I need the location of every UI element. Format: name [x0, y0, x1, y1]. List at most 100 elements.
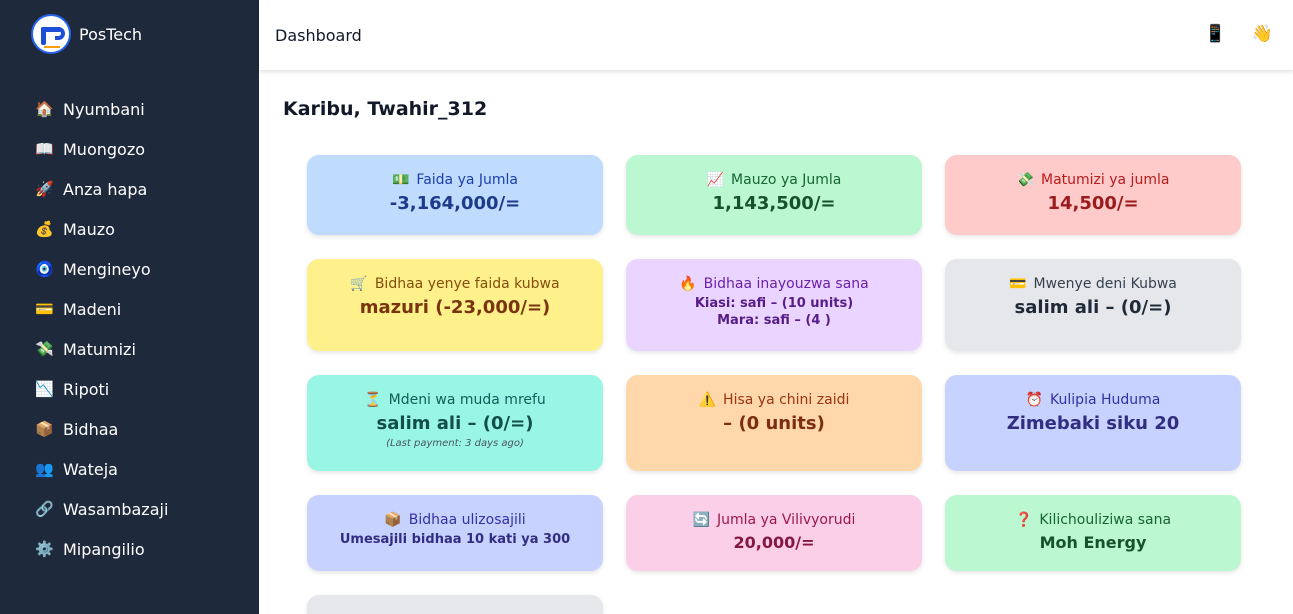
card-hisa-ya-chini-zaidi[interactable]: ⚠️ Hisa ya chini zaidi – (0 units)	[626, 375, 922, 471]
sidebar-item-mengineyo[interactable]: 🧿 Mengineyo	[35, 249, 168, 289]
card-value: mazuri (-23,000/=)	[359, 297, 551, 318]
card-label: 🔥 Bidhaa inayouzwa sana	[626, 276, 922, 292]
users-icon: 👥	[35, 460, 54, 478]
sidebar-item-matumizi[interactable]: 💸 Matumizi	[35, 329, 168, 369]
sidebar-item-wateja[interactable]: 👥 Wateja	[35, 449, 168, 489]
sidebar-item-label: Mengineyo	[63, 259, 151, 279]
brand[interactable]: PosTech	[31, 14, 142, 54]
card-label-text: Faida ya Jumla	[416, 172, 518, 188]
question-mark-icon: ❓	[1014, 512, 1033, 528]
credit-card-icon: 💳	[1009, 276, 1027, 292]
card-label: ⏰ Kulipia Huduma	[945, 392, 1241, 408]
card-value: Moh Energy	[1039, 533, 1147, 552]
sidebar-item-label: Bidhaa	[63, 419, 119, 439]
card-value: Umesajili bidhaa 10 kati ya 300	[339, 532, 571, 547]
sidebar-item-anza-hapa[interactable]: 🚀 Anza hapa	[35, 169, 168, 209]
sidebar-item-label: Ripoti	[63, 379, 110, 399]
card-value: – (0 units)	[723, 413, 825, 434]
gear-icon: ⚙️	[35, 540, 54, 558]
card-label: ⚠️ Hisa ya chini zaidi	[626, 392, 922, 408]
fire-icon: 🔥	[679, 276, 697, 292]
sidebar: PosTech 🏠 Nyumbani 📖 Muongozo 🚀 Anza hapa 💰…	[0, 0, 259, 614]
mobile-phone-icon[interactable]: 📱	[1204, 24, 1226, 44]
sidebar-item-muongozo[interactable]: 📖 Muongozo	[35, 129, 168, 169]
sidebar-nav: 🏠 Nyumbani 📖 Muongozo 🚀 Anza hapa 💰 Mauzo 🧿 M…	[35, 89, 168, 569]
package-icon: 📦	[384, 512, 402, 528]
topbar-actions: 📱 👋	[1205, 24, 1273, 44]
card-jumla-ya-vilivyorudi[interactable]: 🔄 Jumla ya Vilivyorudi 20,000/=	[626, 495, 922, 571]
card-label-text: Bidhaa yenye faida kubwa	[374, 276, 560, 292]
card-label-text: Jumla ya Vilivyorudi	[717, 512, 856, 528]
sidebar-item-nyumbani[interactable]: 🏠 Nyumbani	[35, 89, 168, 129]
card-label: 🛒 Bidhaa yenye faida kubwa	[307, 276, 603, 292]
sidebar-item-mipangilio[interactable]: ⚙️ Mipangilio	[35, 529, 168, 569]
card-label: 🔄 Jumla ya Vilivyorudi	[626, 512, 922, 528]
topbar: Dashboard 📱 👋	[259, 0, 1293, 70]
card-value: 1,143,500/=	[712, 193, 836, 214]
card-label-text: Kulipia Huduma	[1050, 392, 1161, 408]
card-label: 💵 Faida ya Jumla	[307, 172, 603, 188]
package-icon: 📦	[35, 420, 54, 438]
page-title: Dashboard	[275, 25, 362, 45]
sidebar-item-label: Wasambazaji	[63, 499, 169, 519]
card-label: 📦 Bidhaa ulizosajili	[307, 512, 603, 528]
card-mauzo-ya-jumla[interactable]: 📈 Mauzo ya Jumla 1,143,500/=	[626, 155, 922, 235]
hourglass-icon: ⏳	[364, 392, 382, 408]
card-label-text: Bidhaa ulizosajili	[408, 512, 526, 528]
card-label-text: Mwenye deni Kubwa	[1033, 276, 1177, 292]
card-bidhaa-yenye-faida-kubwa[interactable]: 🛒 Bidhaa yenye faida kubwa mazuri (-23,00…	[307, 259, 603, 351]
alarm-clock-icon: ⏰	[1025, 392, 1044, 408]
card-faida-ya-jumla[interactable]: 💵 Faida ya Jumla -3,164,000/=	[307, 155, 603, 235]
sidebar-item-wasambazaji[interactable]: 🔗 Wasambazaji	[35, 489, 168, 529]
card-matumizi-ya-jumla[interactable]: 💸 Matumizi ya jumla 14,500/=	[945, 155, 1241, 235]
card-label-text: Matumizi ya jumla	[1041, 172, 1170, 188]
postech-logo-icon	[31, 14, 71, 54]
money-wings-icon: 💸	[35, 340, 54, 358]
sidebar-item-madeni[interactable]: 💳 Madeni	[35, 289, 168, 329]
card-label-text: Mauzo ya Jumla	[731, 172, 842, 188]
sidebar-item-label: Wateja	[63, 459, 118, 479]
card-partial[interactable]	[307, 595, 603, 614]
brand-name: PosTech	[79, 24, 143, 44]
sidebar-item-label: Nyumbani	[63, 99, 145, 119]
sidebar-item-label: Mipangilio	[63, 539, 145, 559]
card-label: 📈 Mauzo ya Jumla	[626, 172, 922, 188]
nazar-amulet-icon: 🧿	[35, 260, 54, 278]
counterclockwise-arrows-icon: 🔄	[692, 512, 711, 528]
sidebar-item-label: Muongozo	[63, 139, 146, 159]
card-label-text: Hisa ya chini zaidi	[723, 392, 850, 408]
card-label: ❓ Kilichouliziwa sana	[945, 512, 1241, 528]
warning-icon: ⚠️	[698, 392, 717, 408]
link-icon: 🔗	[35, 500, 54, 518]
card-label-text: Kilichouliziwa sana	[1039, 512, 1172, 528]
card-label: ⏳ Mdeni wa muda mrefu	[307, 392, 603, 408]
card-kilichouliziwa-sana[interactable]: ❓ Kilichouliziwa sana Moh Energy	[945, 495, 1241, 571]
card-label-text: Mdeni wa muda mrefu	[388, 392, 546, 408]
card-value-frequency: Mara: safi – (4 )	[717, 313, 831, 328]
sidebar-item-ripoti[interactable]: 📉 Ripoti	[35, 369, 168, 409]
card-kulipia-huduma[interactable]: ⏰ Kulipia Huduma Zimebaki siku 20	[945, 375, 1241, 471]
card-mdeni-wa-muda-mrefu[interactable]: ⏳ Mdeni wa muda mrefu salim ali – (0/=) (…	[307, 375, 603, 471]
card-value: salim ali – (0/=)	[376, 413, 534, 434]
card-label: 💳 Mwenye deni Kubwa	[945, 276, 1241, 292]
waving-hand-icon[interactable]: 👋	[1251, 24, 1273, 44]
sidebar-item-label: Madeni	[63, 299, 122, 319]
card-bidhaa-ulizosajili[interactable]: 📦 Bidhaa ulizosajili Umesajili bidhaa 10 …	[307, 495, 603, 571]
dollar-banknote-icon: 💵	[391, 172, 410, 188]
shopping-cart-icon: 🛒	[350, 276, 368, 292]
card-value: 14,500/=	[1047, 193, 1139, 214]
last-payment-note: (Last payment: 3 days ago)	[386, 438, 524, 449]
sidebar-item-label: Anza hapa	[63, 179, 148, 199]
chart-decreasing-icon: 📉	[35, 380, 54, 398]
sidebar-item-mauzo[interactable]: 💰 Mauzo	[35, 209, 168, 249]
credit-card-icon: 💳	[35, 300, 54, 318]
greeting: Karibu, Twahir_312	[283, 98, 488, 120]
card-mwenye-deni-kubwa[interactable]: 💳 Mwenye deni Kubwa salim ali – (0/=)	[945, 259, 1241, 351]
sidebar-item-bidhaa[interactable]: 📦 Bidhaa	[35, 409, 168, 449]
sidebar-item-label: Mauzo	[63, 219, 115, 239]
money-bag-icon: 💰	[35, 220, 54, 238]
card-value: 20,000/=	[733, 533, 815, 552]
house-icon: 🏠	[35, 100, 54, 118]
card-bidhaa-inayouzwa-sana[interactable]: 🔥 Bidhaa inayouzwa sana Kiasi: safi – (10…	[626, 259, 922, 351]
card-label: 💸 Matumizi ya jumla	[945, 172, 1241, 188]
